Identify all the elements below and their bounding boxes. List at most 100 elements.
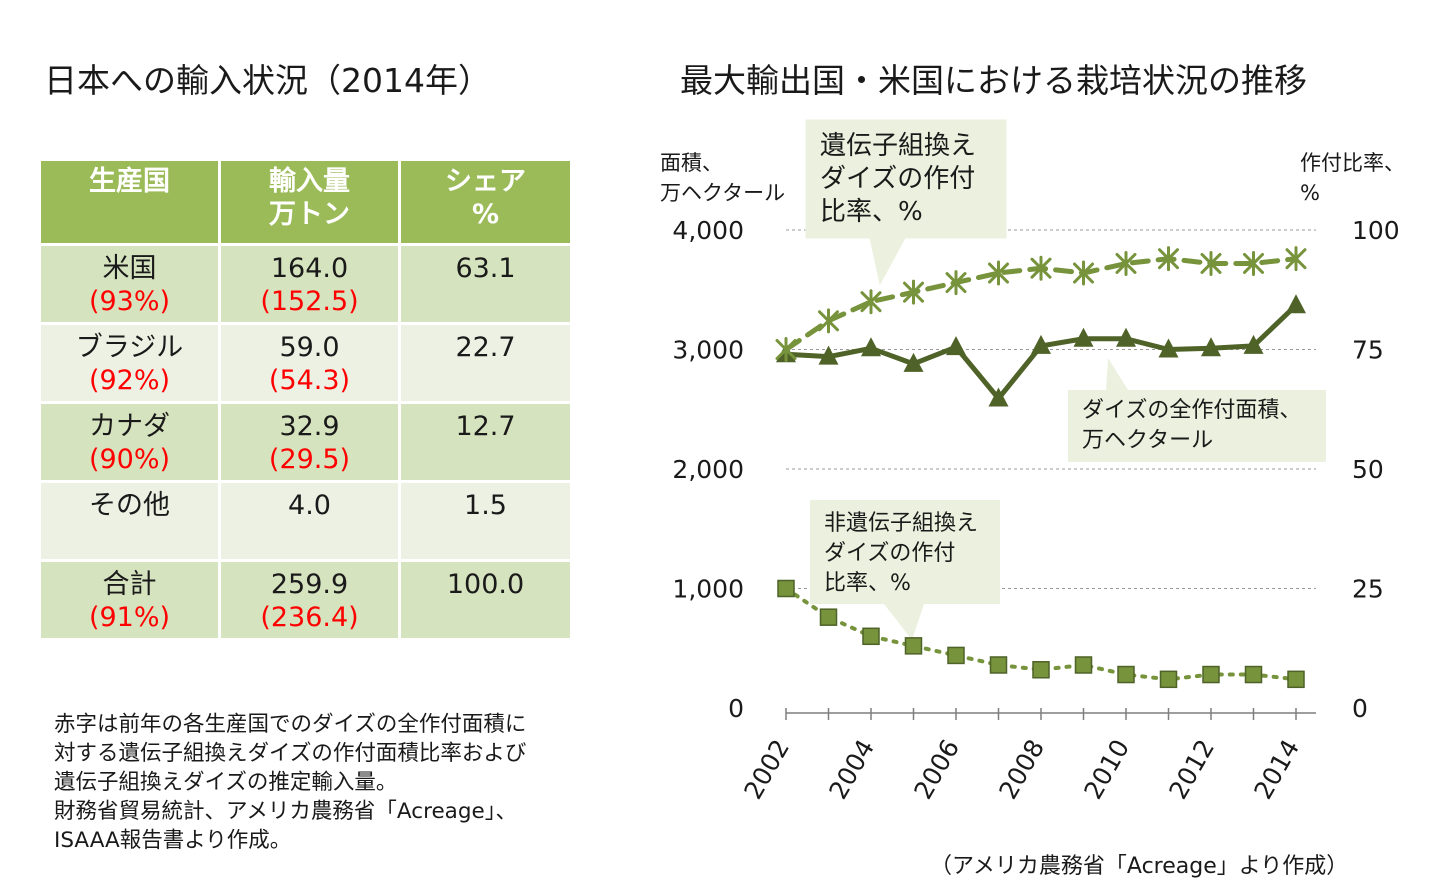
data-point-asterisk <box>1285 246 1307 272</box>
data-point-asterisk <box>818 308 839 334</box>
cell-share: 100.0 <box>398 559 573 641</box>
cell-red-note: (91%) <box>88 602 171 633</box>
y-left-tick-label: 4,000 <box>672 216 744 245</box>
data-point-asterisk <box>1158 246 1179 272</box>
callout-text: 遺伝子組換え <box>820 131 976 161</box>
callout-box <box>810 500 1000 640</box>
cell-red-note: (152.5) <box>260 286 359 317</box>
data-point-asterisk <box>860 289 882 315</box>
cell-share: 1.5 <box>398 480 573 562</box>
data-point-square <box>819 608 838 626</box>
cell-share: 12.7 <box>398 401 573 483</box>
cell-country: カナダ (90%) <box>38 401 221 483</box>
cell-red-note: (92%) <box>88 365 171 396</box>
y-left-axis-title-line: 万ヘクタール <box>660 181 785 205</box>
footnote-line: 赤字は前年の各生産国でのダイズの全作付面積に <box>54 712 527 737</box>
data-point-triangle <box>1116 327 1136 347</box>
cell-amount: 59.0 (54.3) <box>218 322 401 404</box>
y-right-tick-label: 100 <box>1352 216 1400 245</box>
callout-box <box>805 119 1007 286</box>
data-point-triangle <box>1031 334 1051 354</box>
cell-amount: 4.0 <box>218 480 401 562</box>
cell-amount: 164.0 (152.5) <box>218 243 401 325</box>
left-title: 日本への輸入状況（2014年） <box>44 61 491 100</box>
data-point-triangle <box>946 336 966 356</box>
data-point-square <box>862 627 880 646</box>
y-left-tick-label: 2,000 <box>672 455 744 484</box>
footnote-line: 財務省貿易統計、アメリカ農務省「Acreage」、 <box>54 799 517 824</box>
data-point-asterisk <box>775 337 797 362</box>
data-point-asterisk <box>945 270 967 296</box>
data-point-square <box>947 646 965 665</box>
cell-amount: 259.9 (236.4) <box>218 559 401 641</box>
cell-red-note: (90%) <box>88 444 171 475</box>
y-right-tick-label: 0 <box>1352 694 1368 723</box>
callout-text: ダイズの作付 <box>820 164 975 194</box>
cell-red-note: (29.5) <box>268 444 351 475</box>
x-tick-label: 2012 <box>1163 735 1220 805</box>
data-point-triangle <box>988 387 1009 407</box>
x-tick-label: 2004 <box>823 735 880 805</box>
footnote-line: 遺伝子組換えダイズの推定輸入量。 <box>54 770 398 795</box>
cell-red-note: (236.4) <box>260 602 359 633</box>
cell-country: 合計 (91%) <box>38 559 221 641</box>
y-left-tick-label: 3,000 <box>672 336 744 365</box>
data-point-square <box>1244 665 1263 684</box>
cell-country: ブラジル (92%) <box>38 322 221 404</box>
chart-title: 最大輸出国・米国における栽培状況の推移 <box>680 61 1307 100</box>
callout-box <box>1068 358 1326 462</box>
data-point-asterisk <box>1073 260 1094 286</box>
table-row: 合計 (91%) 259.9 (236.4) 100.0 <box>38 559 573 641</box>
cell-country: 米国 (93%) <box>38 243 221 325</box>
callout-text: ダイズの作付 <box>824 541 955 566</box>
table-row: カナダ (90%) 32.9 (29.5) 12.7 <box>38 401 573 483</box>
data-point-square <box>1287 670 1305 689</box>
y-right-axis-title-line: % <box>1300 181 1320 205</box>
x-tick-label: 2010 <box>1078 735 1135 805</box>
footnote: 赤字は前年の各生産国でのダイズの全作付面積に 対する遺伝子組換えダイズの作付面積… <box>54 710 614 855</box>
cell-share: 22.7 <box>398 322 573 404</box>
data-point-triangle <box>1243 334 1264 354</box>
data-point-asterisk <box>1243 250 1264 276</box>
callout-text: 比率、% <box>820 197 923 227</box>
data-point-asterisk <box>903 279 924 305</box>
data-point-asterisk <box>1115 250 1137 276</box>
data-point-square <box>904 637 923 655</box>
data-point-triangle <box>1286 294 1306 314</box>
callout-1: ダイズの全作付面積、万ヘクタール <box>1068 358 1326 462</box>
table-header-row: 生産国 輸入量 万トン シェア% <box>38 158 573 246</box>
footnote-line: ISAAA報告書より作成。 <box>54 828 292 853</box>
cell-country: その他 <box>38 480 221 562</box>
data-point-triangle <box>1158 338 1179 358</box>
callout-text: ダイズの全作付面積、 <box>1082 398 1301 423</box>
data-point-square <box>1202 665 1220 684</box>
cell-red-note: (54.3) <box>268 365 351 396</box>
cell-red-note: (93%) <box>88 286 171 317</box>
data-point-square <box>1032 661 1050 679</box>
data-point-square <box>1117 665 1135 684</box>
y-left-axis-title-line: 面積、 <box>660 151 723 175</box>
y-right-tick-label: 50 <box>1352 455 1384 484</box>
data-point-square <box>1159 670 1178 689</box>
cell-amount: 32.9 (29.5) <box>218 401 401 483</box>
import-table: 生産国 輸入量 万トン シェア% 米国 (93%) 164.0 (152.5) 63.1 ブ… <box>38 158 573 641</box>
header-country: 生産国 <box>38 158 221 246</box>
y-left-tick-label: 1,000 <box>672 575 744 604</box>
data-point-asterisk <box>988 260 1009 286</box>
cell-share: 63.1 <box>398 243 573 325</box>
x-tick-label: 2002 <box>738 735 795 805</box>
x-tick-label: 2008 <box>993 735 1050 805</box>
callout-text: 比率、% <box>824 571 911 596</box>
data-point-triangle <box>1073 327 1094 347</box>
table-row: 米国 (93%) 164.0 (152.5) 63.1 <box>38 243 573 325</box>
data-point-triangle <box>903 352 924 372</box>
header-share: シェア% <box>398 158 573 246</box>
table-row: ブラジル (92%) 59.0 (54.3) 22.7 <box>38 322 573 404</box>
data-point-triangle <box>1201 337 1221 357</box>
y-right-tick-label: 25 <box>1352 575 1384 604</box>
data-point-asterisk <box>1200 250 1222 276</box>
x-tick-label: 2006 <box>908 735 965 805</box>
data-point-square <box>777 579 795 598</box>
